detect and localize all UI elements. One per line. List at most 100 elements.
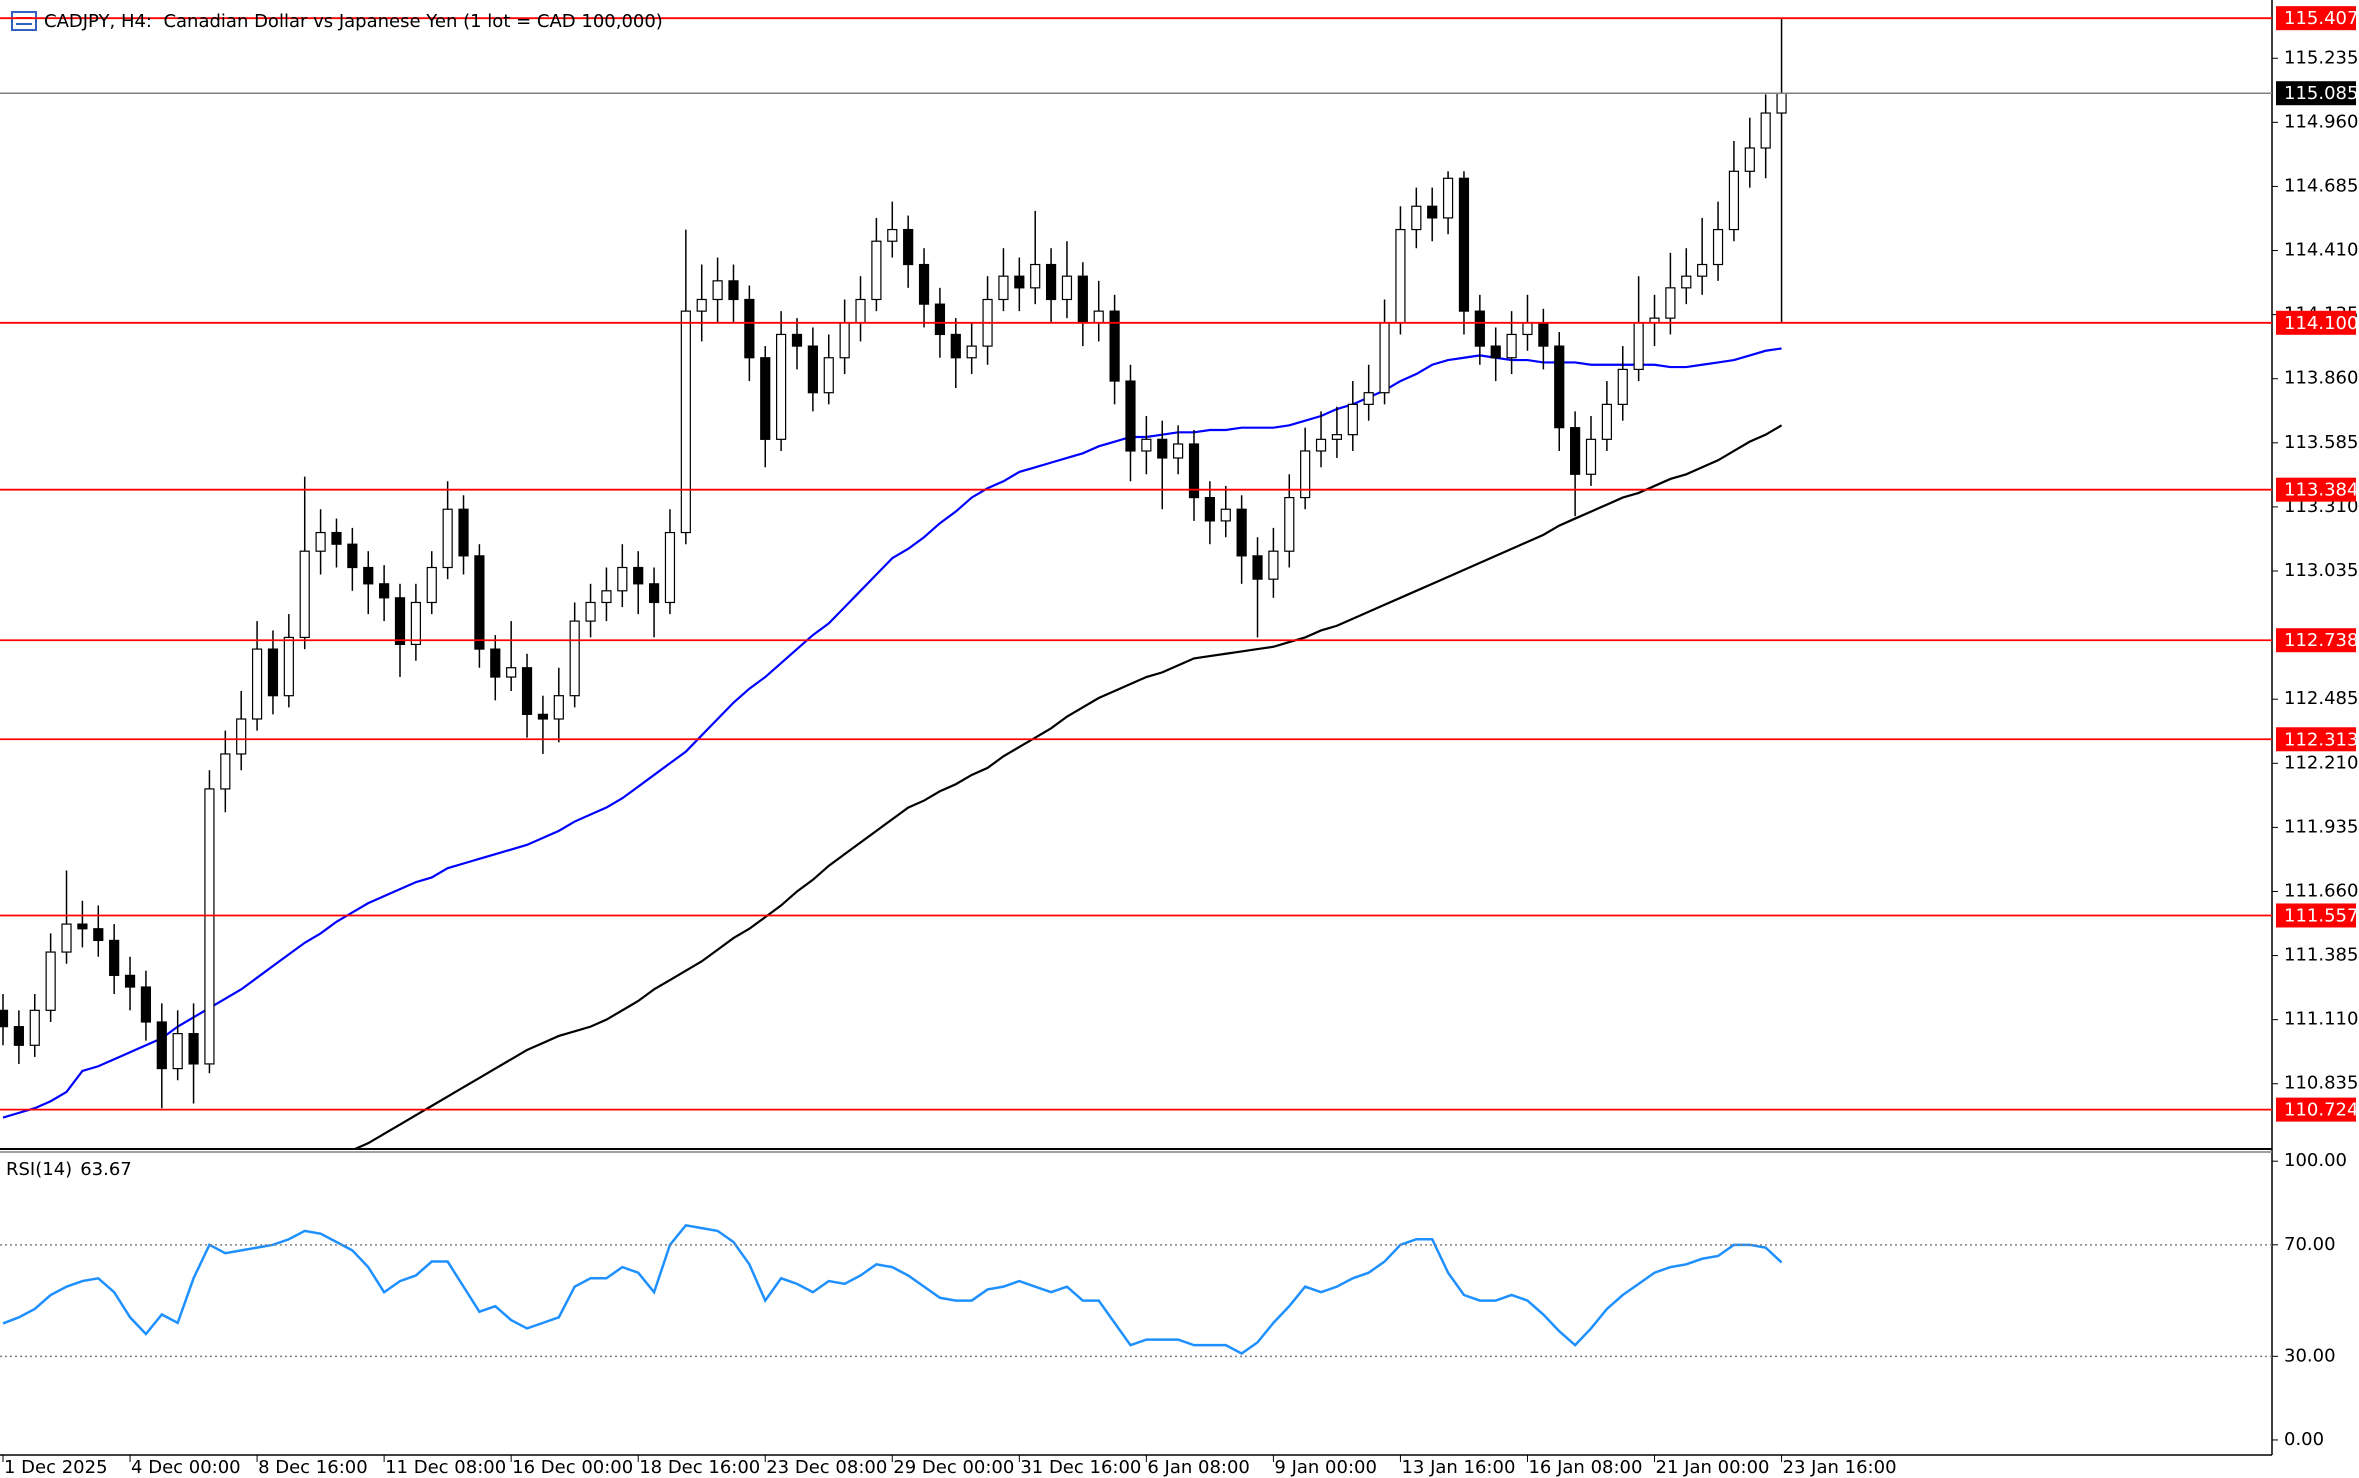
candle-body <box>1014 275 1025 289</box>
level-tag <box>2276 1097 2356 1122</box>
candle-body <box>77 923 88 930</box>
candle-body <box>601 590 612 604</box>
level-tag <box>2276 310 2356 335</box>
candle-body <box>1681 275 1692 289</box>
candle-body <box>124 974 136 988</box>
candle-body <box>807 345 818 394</box>
candle-body <box>1347 403 1358 436</box>
candle-body <box>1395 228 1406 324</box>
candle-body <box>1125 380 1136 452</box>
candle-body <box>1141 438 1152 452</box>
candle-body <box>1315 438 1327 452</box>
candle-body <box>156 1021 167 1070</box>
candle-body <box>1585 438 1597 475</box>
x-tick-label: 16 Jan 08:00 <box>1528 1457 1642 1478</box>
candle-body <box>410 601 421 646</box>
candle-body <box>379 583 390 599</box>
y-tick-label: 111.935 <box>2284 816 2358 837</box>
candle-body <box>728 280 739 301</box>
candle-body <box>1411 205 1422 231</box>
indicator-title: RSI(14) <box>6 1159 72 1180</box>
x-tick-label: 4 Dec 00:00 <box>131 1457 241 1478</box>
candle-body <box>696 298 707 312</box>
candle-body <box>521 667 533 715</box>
candle-body <box>569 620 580 697</box>
x-tick-label: 11 Dec 08:00 <box>385 1457 506 1478</box>
x-tick-label: 9 Jan 00:00 <box>1274 1457 1377 1478</box>
candle-body <box>251 648 263 720</box>
plot-area <box>2 1223 1783 1356</box>
y-tick-label: 113.035 <box>2284 560 2358 581</box>
candle-body <box>934 303 946 336</box>
candle-body <box>680 310 691 534</box>
y-tick-label: 111.110 <box>2284 1009 2358 1030</box>
candle-body <box>1157 438 1168 459</box>
candle-body <box>1427 205 1438 219</box>
x-tick-label: 23 Dec 08:00 <box>766 1457 887 1478</box>
y-tick-label: 70.00 <box>2284 1234 2336 1255</box>
y-tick-label: 114.410 <box>2284 240 2358 261</box>
candle-body <box>1601 403 1612 440</box>
x-tick-label: 21 Jan 00:00 <box>1656 1457 1770 1478</box>
y-tick-label: 112.210 <box>2284 752 2358 773</box>
candle-body <box>1220 508 1231 522</box>
y-tick-label: 113.585 <box>2284 432 2358 453</box>
candle-body <box>918 263 930 305</box>
y-tick-label: 30.00 <box>2284 1345 2336 1366</box>
level-label: 114.100 <box>2284 313 2358 334</box>
price-label: 115.085 <box>2284 83 2358 104</box>
candle-body <box>347 543 358 569</box>
x-tick-label: 8 Dec 16:00 <box>258 1457 368 1478</box>
candle-body <box>791 333 803 347</box>
chart-title: CADJPY, H4: Canadian Dollar vs Japanese … <box>44 11 663 32</box>
candle-body <box>1490 345 1501 359</box>
x-tick-label: 18 Dec 16:00 <box>639 1457 760 1478</box>
x-tick-label: 13 Jan 16:00 <box>1401 1457 1515 1478</box>
candle-body <box>29 1009 40 1046</box>
candle-body <box>1665 287 1676 319</box>
candle-body <box>1458 177 1470 312</box>
level-label: 112.313 <box>2284 729 2358 750</box>
candle-body <box>1236 508 1247 557</box>
candle-body <box>458 508 469 557</box>
candle-body <box>283 636 294 697</box>
y-tick-label: 0.00 <box>2284 1429 2324 1450</box>
candle-body <box>188 1033 199 1065</box>
candle-body <box>1109 310 1120 382</box>
candle-body <box>839 322 850 359</box>
candle-body <box>998 275 1009 301</box>
candle-body <box>109 939 120 976</box>
candle-body <box>823 357 834 394</box>
candle-body <box>1188 443 1200 499</box>
candle-body <box>299 550 310 639</box>
candle-body <box>267 648 279 697</box>
candle-body <box>744 298 755 359</box>
candle-body <box>633 566 644 585</box>
candle-body <box>1093 310 1104 324</box>
candle-body <box>1697 263 1708 277</box>
candle-body <box>426 566 437 604</box>
y-tick-label: 113.860 <box>2284 368 2358 389</box>
candle-body <box>1204 496 1215 522</box>
candle-body <box>474 555 485 650</box>
candle-body <box>617 566 628 592</box>
y-tick-label: 111.385 <box>2284 945 2358 966</box>
candle-body <box>887 228 898 242</box>
candle-body <box>140 986 152 1023</box>
candle-body <box>966 345 977 359</box>
candle-body <box>1538 322 1549 347</box>
price-tag <box>2276 81 2356 106</box>
candle-body <box>1379 322 1390 394</box>
candle-body <box>204 788 215 1065</box>
y-tick-label: 114.685 <box>2284 175 2358 196</box>
candle-body <box>537 713 549 720</box>
level-tag <box>2276 6 2356 31</box>
x-tick-label: 29 Dec 00:00 <box>893 1457 1014 1478</box>
candle-body <box>1077 275 1088 324</box>
candle-body <box>1061 275 1073 301</box>
candle-body <box>13 1026 24 1046</box>
rsi-line <box>2 1223 1783 1356</box>
candle-body <box>1760 112 1771 149</box>
candle-body <box>61 923 72 953</box>
